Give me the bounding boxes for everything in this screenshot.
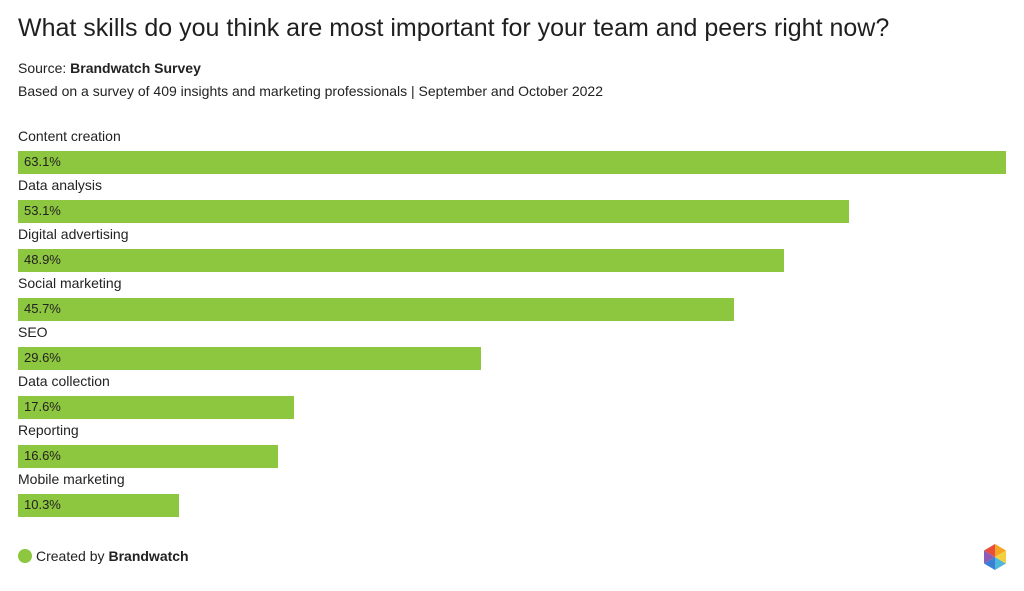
bar-row: Data analysis 53.1% [18,177,1006,225]
bar-value-label: 10.3% [24,497,61,512]
bar: 63.1% [18,151,1006,174]
bar-value-label: 29.6% [24,350,61,365]
brand-dot-icon [18,549,32,563]
bar: 29.6% [18,347,481,370]
bar: 53.1% [18,200,849,223]
source-name: Brandwatch Survey [70,60,201,76]
category-label: Reporting [18,422,79,438]
bar-row: Social marketing 45.7% [18,275,1006,323]
chart-title: What skills do you think are most import… [18,14,890,42]
bar-row: Data collection 17.6% [18,373,1006,421]
chart-subtitle: Based on a survey of 409 insights and ma… [18,83,603,99]
category-label: Content creation [18,128,121,144]
category-label: Social marketing [18,275,122,291]
category-label: Digital advertising [18,226,129,242]
bar-value-label: 17.6% [24,399,61,414]
bar-value-label: 48.9% [24,252,61,267]
brandwatch-hexagon-logo-icon[interactable] [982,543,1008,571]
bar-value-label: 53.1% [24,203,61,218]
category-label: Mobile marketing [18,471,125,487]
category-label: SEO [18,324,48,340]
bar-row: Content creation 63.1% [18,128,1006,176]
bar: 48.9% [18,249,784,272]
bar-value-label: 16.6% [24,448,61,463]
bar: 17.6% [18,396,294,419]
bar-row: Reporting 16.6% [18,422,1006,470]
credit-name: Brandwatch [108,548,189,564]
category-label: Data collection [18,373,110,389]
bar: 45.7% [18,298,734,321]
bar-row: Digital advertising 48.9% [18,226,1006,274]
footer-credit: Created by Brandwatch [18,547,189,565]
bar-chart: Content creation 63.1% Data analysis 53.1% D… [18,128,1006,528]
bar: 10.3% [18,494,179,517]
category-label: Data analysis [18,177,103,193]
bar: 16.6% [18,445,278,468]
chart-source: Source: Brandwatch Survey [18,60,201,76]
bar-row: SEO 29.6% [18,324,1006,372]
bar-row: Mobile marketing 10.3% [18,471,1006,519]
bar-value-label: 45.7% [24,301,61,316]
credit-prefix: Created by [36,548,105,564]
source-prefix: Source: [18,60,67,76]
bar-value-label: 63.1% [24,154,61,169]
